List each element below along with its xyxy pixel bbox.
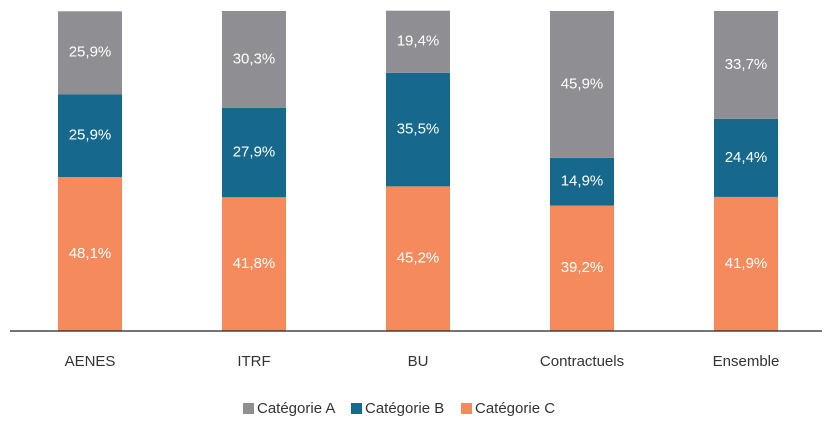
bar-segment — [550, 205, 614, 331]
legend-swatch — [351, 403, 362, 414]
value-label: 41,8% — [233, 255, 276, 272]
value-label: 45,2% — [397, 250, 440, 267]
bar-segment — [386, 186, 450, 331]
bar-segment — [386, 10, 450, 73]
x-tick-label: BU — [408, 353, 429, 370]
value-label: 48,1% — [69, 245, 112, 262]
x-tick-label: Ensemble — [713, 353, 780, 370]
bar-segment — [58, 177, 122, 331]
value-label: 25,9% — [69, 44, 112, 61]
bar-segment — [222, 11, 286, 108]
value-label: 45,9% — [561, 75, 604, 92]
x-tick-label: ITRF — [237, 353, 270, 370]
value-label: 27,9% — [233, 144, 276, 161]
value-label: 14,9% — [561, 173, 604, 190]
bar-segment — [386, 72, 450, 187]
bar-segment — [58, 94, 122, 178]
value-label: 19,4% — [397, 33, 440, 50]
value-label: 35,5% — [397, 121, 440, 138]
legend-label: Catégorie A — [257, 400, 335, 417]
value-label: 25,9% — [69, 127, 112, 144]
legend-label: Catégorie C — [475, 400, 555, 417]
legend-swatch — [243, 403, 254, 414]
value-label: 24,4% — [725, 149, 768, 166]
x-tick-label: AENES — [65, 353, 116, 370]
value-label: 30,3% — [233, 50, 276, 67]
x-tick-label: Contractuels — [540, 353, 624, 370]
legend-swatch — [461, 403, 472, 414]
value-label: 39,2% — [561, 259, 604, 276]
bar-segment — [714, 11, 778, 119]
bar-segment — [714, 118, 778, 197]
bar-segment — [550, 157, 614, 206]
bar-segment — [222, 107, 286, 198]
bar-segment — [58, 11, 122, 95]
legend-label: Catégorie B — [365, 400, 444, 417]
bar-segment — [222, 197, 286, 331]
bar-segment — [714, 196, 778, 331]
bar-segment — [550, 11, 614, 158]
value-label: 41,9% — [725, 255, 768, 272]
value-label: 33,7% — [725, 56, 768, 73]
